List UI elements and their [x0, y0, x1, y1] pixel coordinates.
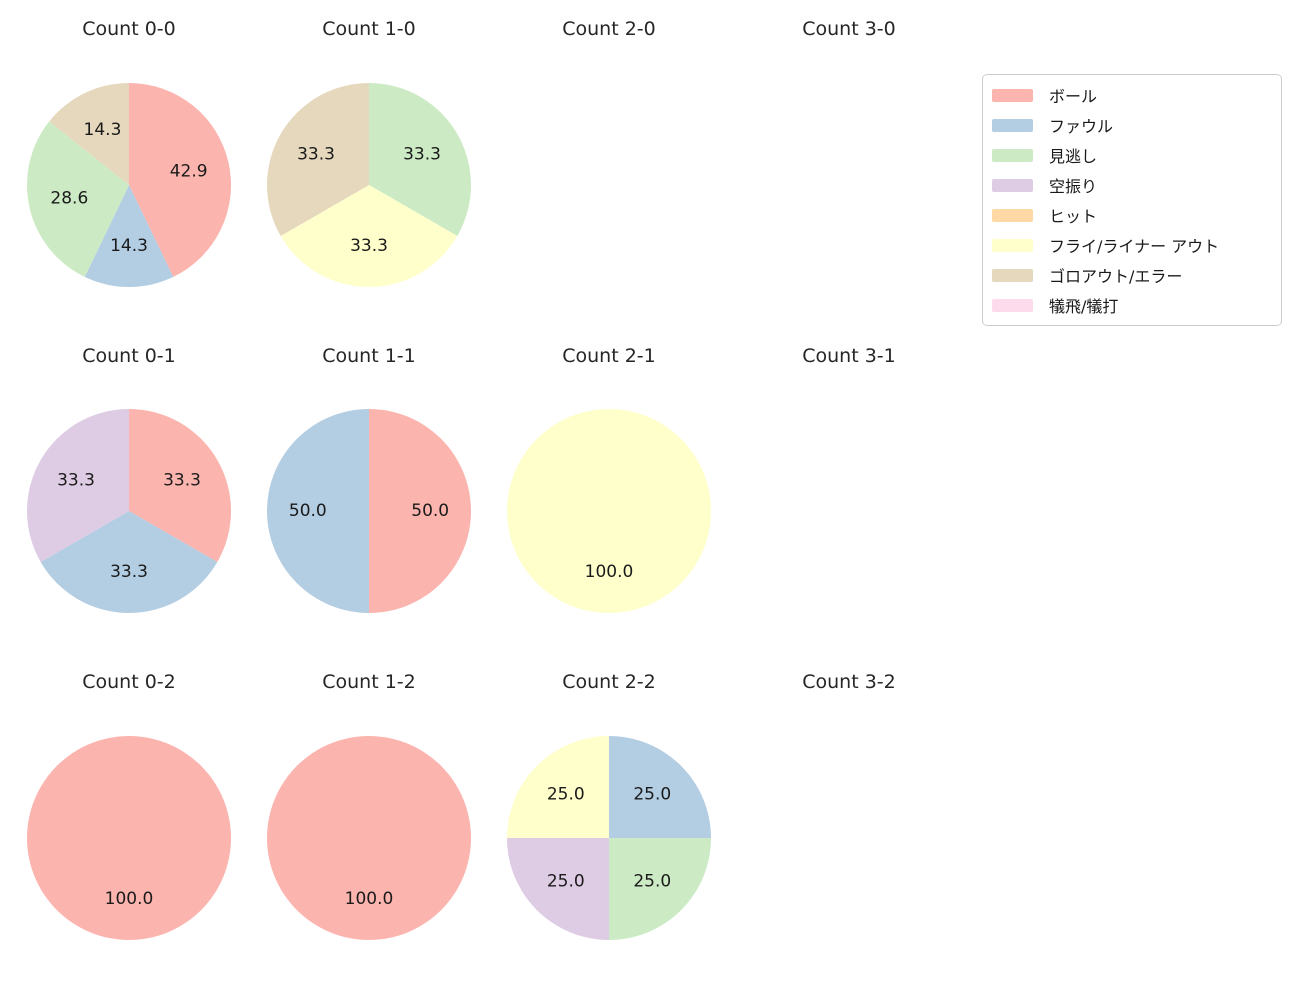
- legend-swatch-hit: [992, 208, 1033, 222]
- legend-label-ball: ボール: [1049, 87, 1098, 106]
- legend-label-fly-liner-out: フライ/ライナー アウト: [1049, 237, 1220, 256]
- pie-slice: [49, 83, 129, 185]
- pie-slice: [129, 83, 232, 277]
- pie-slice: [369, 83, 471, 236]
- pie-slice: [27, 736, 231, 940]
- pie-slice-label: 100.0: [345, 889, 394, 909]
- legend-item: 見逃し: [983, 140, 1281, 170]
- pie-chart: 33.3 33.3 33.3: [27, 409, 231, 613]
- pie-slice-label: 33.3: [163, 470, 201, 490]
- subplot-title: Count 2-2: [562, 671, 656, 693]
- subplot-title: Count 3-0: [802, 18, 896, 40]
- legend-item: ファウル: [983, 110, 1281, 140]
- legend-item: ヒット: [983, 200, 1281, 230]
- subplot-title: Count 3-2: [802, 671, 896, 693]
- legend-label-groundout-error: ゴロアウト/エラー: [1049, 267, 1183, 286]
- pie-chart: 42.9 14.3 28.6 14.3: [26, 83, 232, 288]
- legend-item: フライ/ライナー アウト: [983, 230, 1281, 260]
- legend-label-called-strike: 見逃し: [1049, 147, 1098, 166]
- pie-slice: [27, 409, 129, 562]
- pie-chart: 33.3 33.3 33.3: [267, 83, 471, 287]
- legend-swatch-swinging-strike: [992, 178, 1033, 192]
- pie-slice-label: 33.3: [297, 144, 335, 164]
- subplot-title: Count 2-0: [562, 18, 656, 40]
- pie-chart: 100.0: [267, 736, 471, 940]
- pie-slice: [267, 736, 471, 940]
- pie-slice-label: 50.0: [411, 501, 449, 521]
- pie-slice: [267, 409, 369, 613]
- pie-slice-label: 14.3: [84, 120, 122, 140]
- pie-slice-label: 33.3: [403, 144, 441, 164]
- pie-slice-label: 33.3: [57, 470, 95, 490]
- subplot-title: Count 1-2: [322, 671, 416, 693]
- legend-swatch-ball: [992, 88, 1033, 102]
- pie-slice: [609, 838, 711, 940]
- pie-slice-label: 33.3: [110, 562, 148, 582]
- pie-slice-label: 42.9: [170, 161, 208, 181]
- pie-slice: [280, 185, 458, 287]
- subplot-title: Count 1-0: [322, 18, 416, 40]
- legend-label-foul: ファウル: [1049, 117, 1114, 136]
- pie-slice-label: 50.0: [289, 501, 327, 521]
- pie-chart: 50.0 50.0: [267, 409, 471, 613]
- pie-chart: 100.0: [507, 409, 711, 613]
- legend-label-hit: ヒット: [1049, 207, 1098, 226]
- subplot-title: Count 0-0: [82, 18, 176, 40]
- subplot-title: Count 3-1: [802, 345, 896, 367]
- pie-slice-label: 25.0: [547, 871, 585, 891]
- legend-item: 犠飛/犠打: [983, 290, 1281, 320]
- pie-chart: [744, 733, 954, 943]
- pie-slice: [40, 511, 218, 613]
- pie-chart: [744, 406, 954, 616]
- subplot-title: Count 2-1: [562, 345, 656, 367]
- legend-item: ボール: [983, 80, 1281, 110]
- pie-slice-label: 33.3: [350, 236, 388, 256]
- subplot-title: Count 0-2: [82, 671, 176, 693]
- pie-slice-label: 25.0: [633, 785, 671, 805]
- legend-swatch-called-strike: [992, 148, 1033, 162]
- pie-slice: [369, 409, 471, 613]
- legend-swatch-groundout-error: [992, 268, 1033, 282]
- legend-swatch-foul: [992, 118, 1033, 132]
- subplot-title: Count 0-1: [82, 345, 176, 367]
- pie-slice: [507, 838, 609, 940]
- legend: ボール ファウル 見逃し 空振り ヒット フライ/ライナー アウト ゴロアウト/…: [982, 74, 1282, 326]
- legend-label-swinging-strike: 空振り: [1049, 177, 1098, 196]
- legend-swatch-sac-fly-bunt: [992, 298, 1033, 312]
- pie-slice: [26, 121, 129, 277]
- legend-item: 空振り: [983, 170, 1281, 200]
- legend-item: ゴロアウト/エラー: [983, 260, 1281, 290]
- pie-slice-label: 100.0: [585, 562, 634, 582]
- pie-chart: 100.0: [27, 736, 231, 940]
- legend-label-sac-fly-bunt: 犠飛/犠打: [1049, 297, 1119, 316]
- pie-chart: [504, 80, 714, 290]
- pie-chart: [744, 80, 954, 290]
- pie-slice-label: 25.0: [633, 871, 671, 891]
- pie-slice: [129, 409, 231, 562]
- pie-slice-label: 28.6: [50, 189, 88, 209]
- pie-slice-label: 100.0: [105, 889, 154, 909]
- pie-slice: [267, 83, 369, 236]
- pie-slice: [507, 409, 711, 613]
- legend-swatch-fly-liner-out: [992, 238, 1033, 252]
- pie-slice-label: 14.3: [110, 236, 148, 256]
- pie-slice: [507, 736, 609, 838]
- subplot-title: Count 1-1: [322, 345, 416, 367]
- pie-slice: [609, 736, 711, 838]
- pie-chart: 25.0 25.0 25.0 25.0: [507, 736, 711, 940]
- pie-slice-label: 25.0: [547, 785, 585, 805]
- pie-slice: [84, 185, 174, 288]
